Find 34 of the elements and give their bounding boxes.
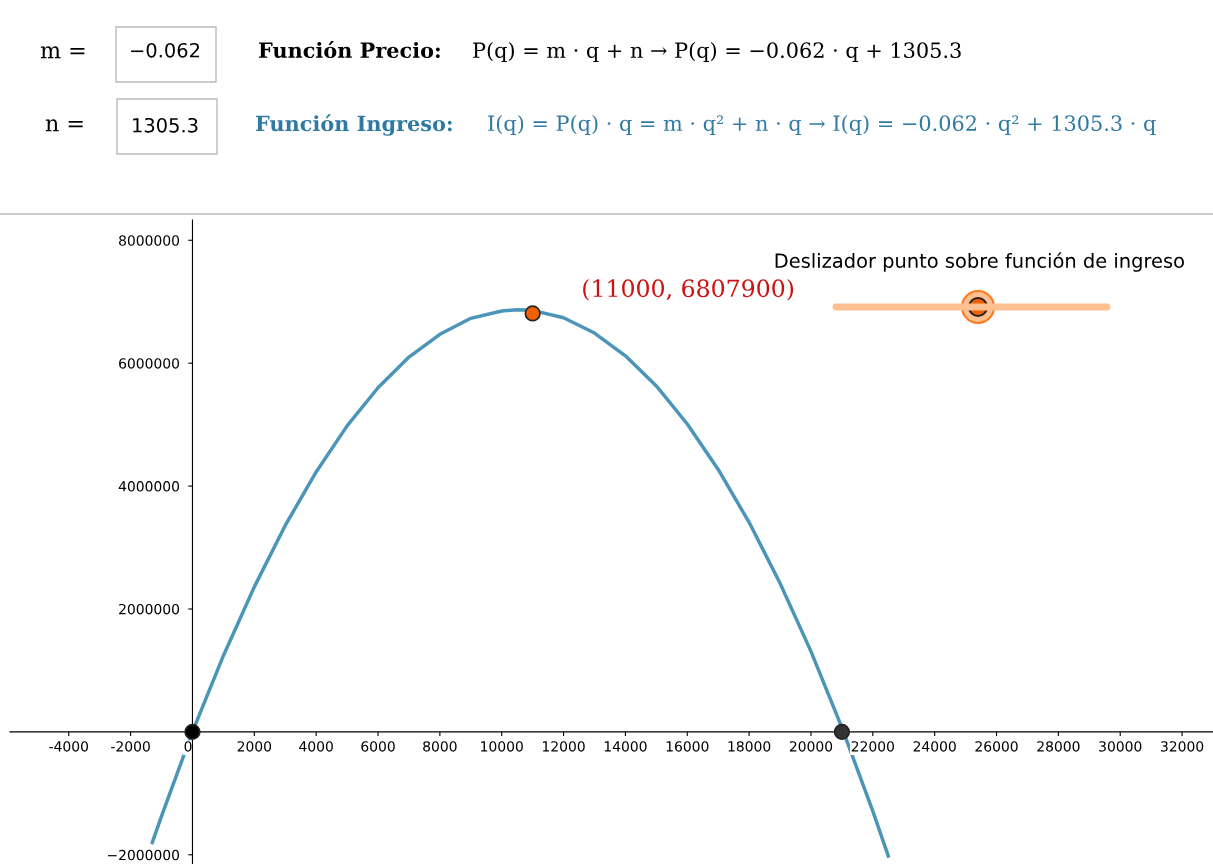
annotation: Deslizador punto sobre función de ingreso (775, 252, 1184, 272)
y-tick-label: 4000000 (118, 481, 180, 492)
text: Función Ingreso: (255, 114, 452, 136)
x-tick-label: 32000 (1161, 741, 1204, 752)
x-tick-label: 20000 (789, 741, 833, 752)
y-tick-label: 2000000 (119, 603, 180, 615)
text: Función Precio: (258, 41, 440, 59)
x-tick-label: 6000 (361, 741, 395, 752)
y-tick-label: −2000000 (107, 849, 180, 861)
x-tick-label: 4000 (299, 741, 333, 752)
text: P(q) = m · q + n → P(q) = −0.062 · q + 1305.3 (473, 41, 961, 63)
annotation: (11000, 6807900) (583, 278, 794, 301)
text: −0.062 (131, 42, 200, 58)
x-tick-label: 12000 (543, 741, 585, 752)
x-tick-label: 28000 (1037, 741, 1080, 752)
x-tick-label: 22000 (851, 741, 894, 752)
x-tick-label: -2000 (111, 741, 150, 752)
x-tick-label: 2000 (237, 741, 272, 752)
x-tick-label: 8000 (423, 741, 457, 752)
x-tick-label: 26000 (975, 741, 1018, 752)
x-tick-label: 14000 (604, 741, 647, 752)
text: m = (40, 46, 85, 59)
y-tick-label: 6000000 (119, 358, 180, 369)
x-tick-label: 10000 (481, 741, 523, 752)
y-tick-label: 8000000 (119, 235, 180, 246)
x-tick-label: 18000 (728, 741, 771, 752)
x-tick-label: -4000 (49, 741, 89, 752)
text: n = (45, 119, 83, 132)
x-tick-label: 16000 (666, 741, 709, 752)
text: I(q) = P(q) · q = m · q² + n · q → I(q) = −0.062 · q² + 1305.3 · q (488, 114, 1156, 136)
x-tick-label: 0 (184, 741, 192, 752)
x-tick-label: 24000 (913, 741, 956, 752)
x-tick-label: 30000 (1099, 741, 1142, 752)
text: 1305.3 (133, 117, 198, 133)
